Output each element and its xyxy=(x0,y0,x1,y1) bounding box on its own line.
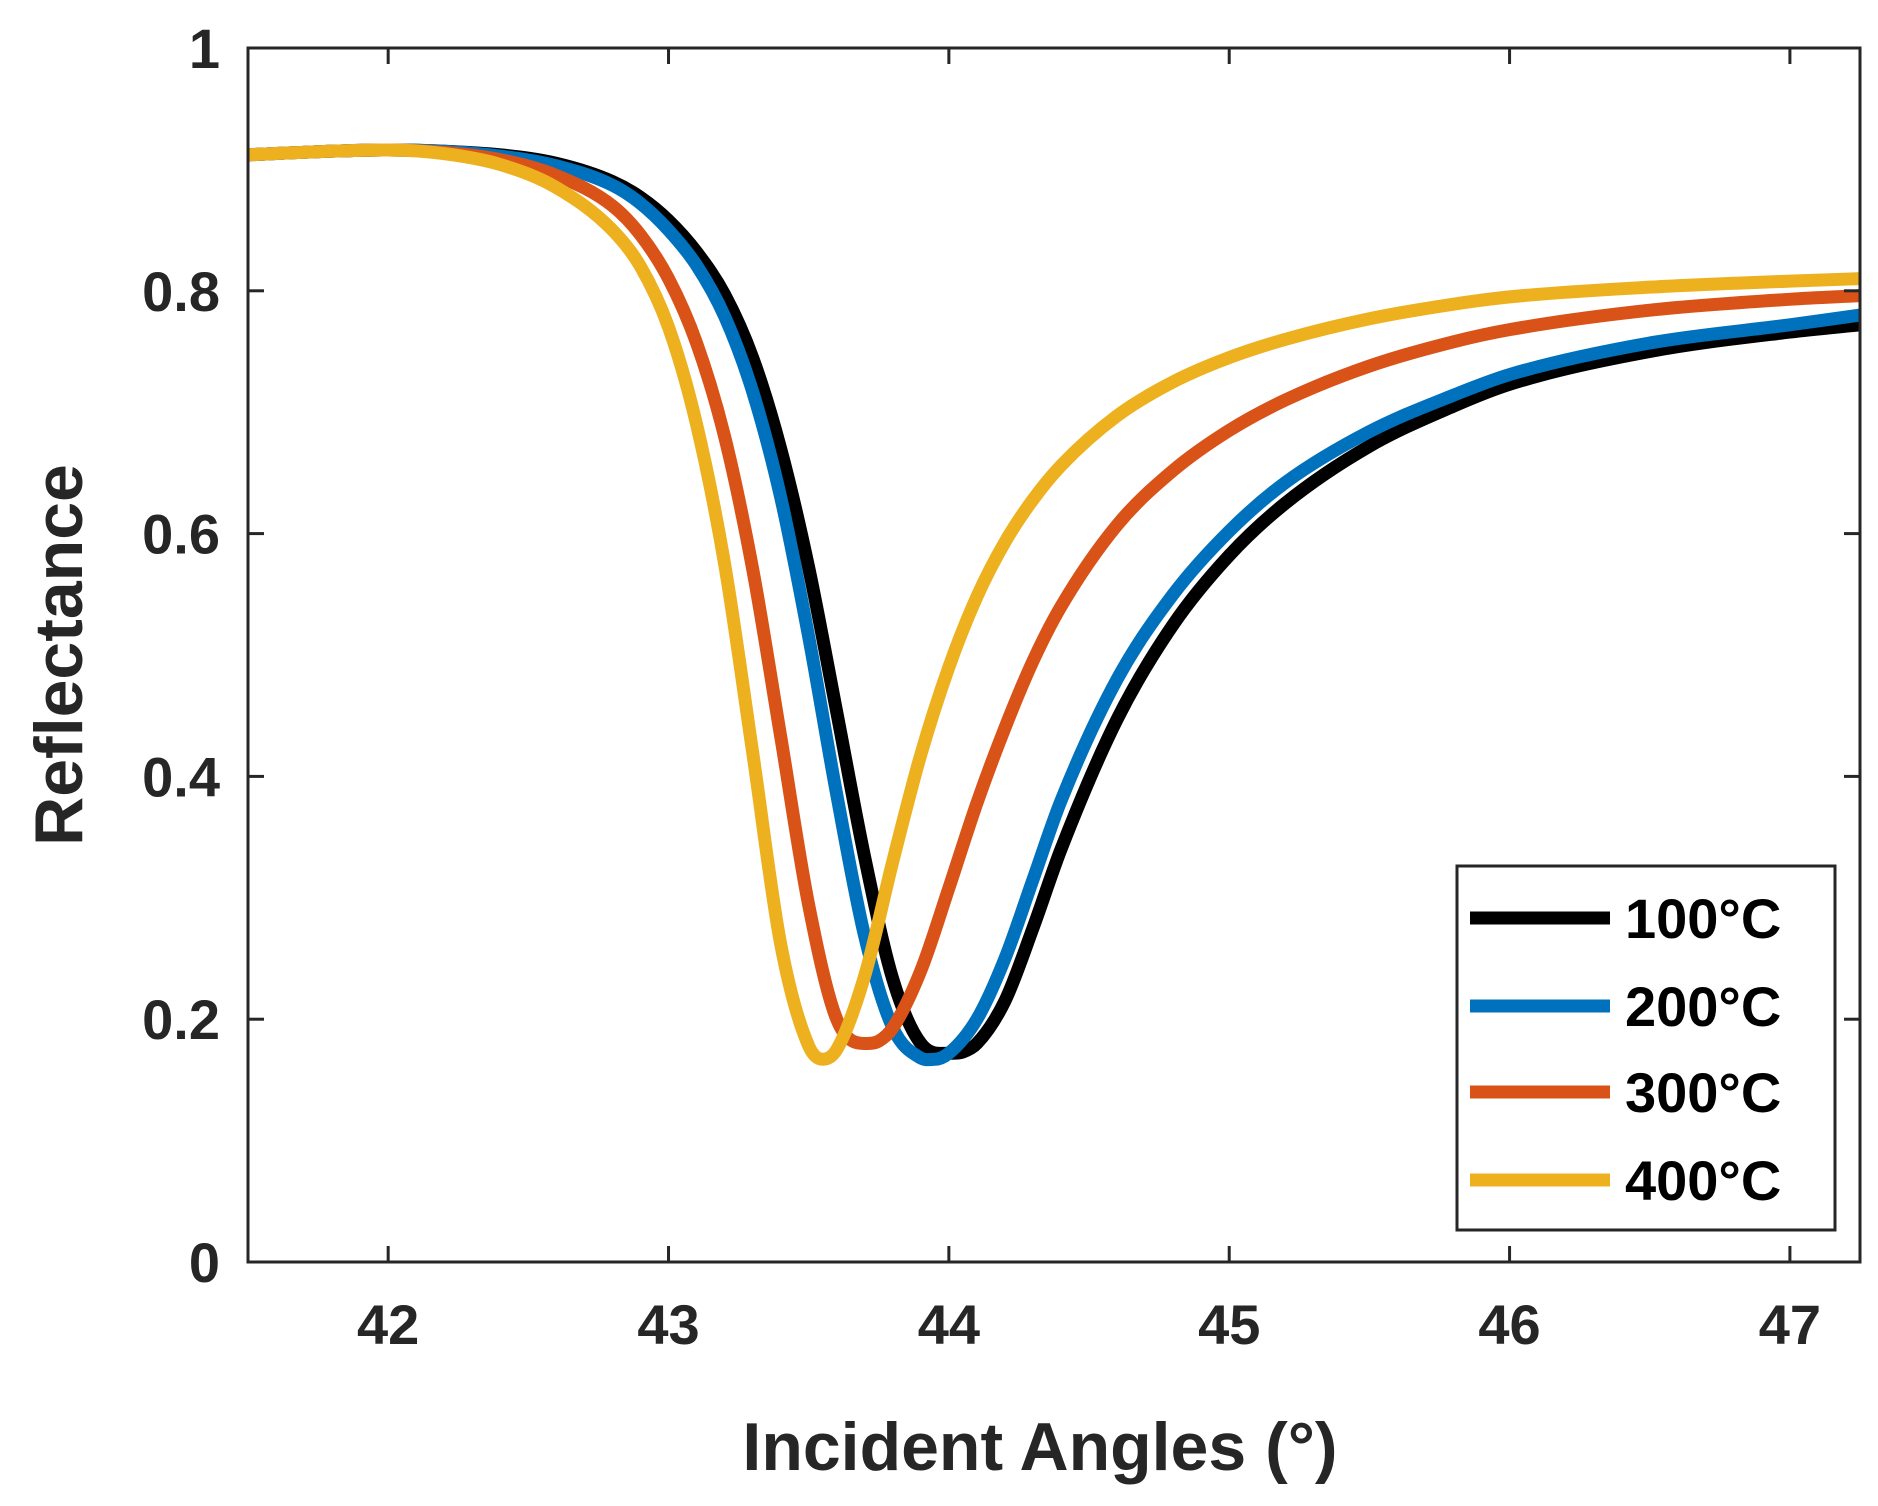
y-tick-label: 0.6 xyxy=(142,503,220,566)
tick-layer: 42 43 44 45 46 47 0 0.2 0.4 0.6 0.8 1 xyxy=(142,17,1860,1356)
y-tick-label: 0 xyxy=(189,1231,220,1294)
series-line-400c xyxy=(247,143,1861,1066)
y-tick-label: 0.8 xyxy=(142,260,220,323)
x-tick-label: 43 xyxy=(637,1293,699,1356)
series-line-300c xyxy=(247,143,1861,1050)
y-axis-label: Reflectance xyxy=(21,464,97,846)
x-tick-label: 46 xyxy=(1478,1293,1540,1356)
legend-label-200c: 200°C xyxy=(1625,975,1781,1038)
x-tick-label: 44 xyxy=(918,1293,980,1356)
y-tick-label: 0.2 xyxy=(142,988,220,1051)
y-tick-label: 1 xyxy=(189,17,220,80)
legend: 100°C 200°C 300°C 400°C xyxy=(1455,864,1837,1232)
x-tick-label: 45 xyxy=(1198,1293,1260,1356)
legend-label-100c: 100°C xyxy=(1625,887,1781,950)
series-layer xyxy=(247,143,1861,1067)
legend-box xyxy=(1455,864,1837,1232)
legend-label-400c: 400°C xyxy=(1625,1149,1781,1212)
x-axis-label: Incident Angles (°) xyxy=(742,1409,1337,1485)
y-tick-label: 0.4 xyxy=(142,745,220,808)
x-tick-label: 42 xyxy=(357,1293,419,1356)
plot-area-frame xyxy=(246,46,1862,1264)
series-line-200c xyxy=(247,143,1861,1067)
legend-label-300c: 300°C xyxy=(1625,1061,1781,1124)
x-tick-label: 47 xyxy=(1759,1293,1821,1356)
